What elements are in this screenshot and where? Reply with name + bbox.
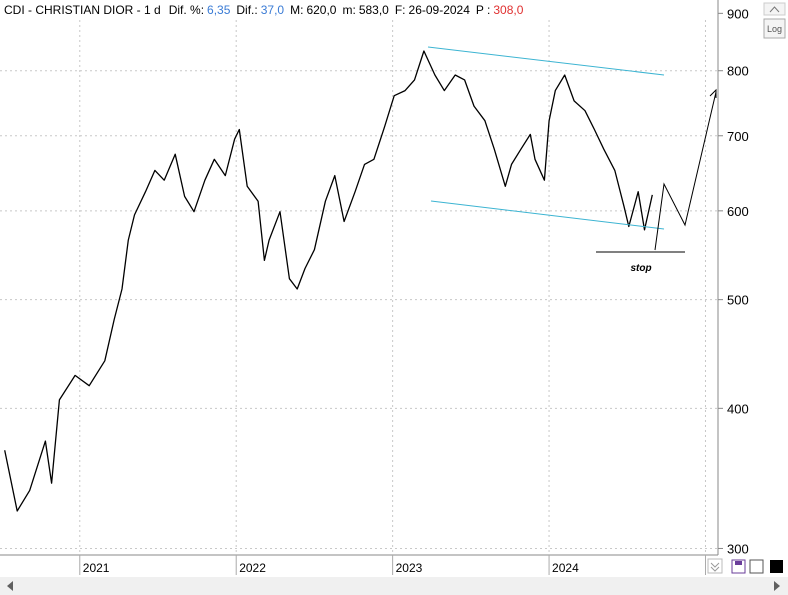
- header-field-label: Dif. %:: [169, 3, 204, 17]
- header-field-value: 620,0: [306, 3, 336, 17]
- scroll-up[interactable]: [763, 2, 786, 16]
- y-tick-label: 600: [727, 204, 749, 219]
- scroll-right[interactable]: [774, 581, 780, 591]
- y-tick-label: 800: [727, 64, 749, 79]
- plot-layer: [4, 50, 653, 512]
- scroll-left[interactable]: [7, 581, 13, 591]
- header-field-label: Dif.:: [236, 3, 257, 17]
- color-button[interactable]: [770, 560, 783, 573]
- scroll-up-icon: [769, 6, 780, 13]
- projection-path: [654, 91, 717, 251]
- y-tick-label: 900: [727, 6, 749, 21]
- channel-upper: [427, 46, 665, 76]
- header-field-value: 37,0: [261, 3, 285, 17]
- header-title: CDI - CHRISTIAN DIOR - 1 d: [4, 3, 161, 17]
- y-axis-panel: [718, 0, 788, 577]
- header-bg: [0, 0, 718, 19]
- header: CDI - CHRISTIAN DIOR - 1 d Dif. %: 6,35 Dif…: [4, 3, 524, 17]
- x-tick-label: 2021: [83, 561, 110, 575]
- y-tick-label: 700: [727, 129, 749, 144]
- header-field-label: P :: [476, 3, 490, 17]
- scrollbar[interactable]: [0, 577, 788, 595]
- x-tick-label: 2022: [239, 561, 266, 575]
- stop-label: stop: [630, 263, 651, 274]
- x-tick-label: 2024: [552, 561, 579, 575]
- y-tick-label: 300: [727, 541, 749, 556]
- header-field-value: 308,0: [493, 3, 523, 17]
- header-field-label: M:: [290, 3, 303, 17]
- header-field-value: 26-09-2024: [409, 3, 471, 17]
- collapse-button[interactable]: [707, 558, 723, 574]
- header-field-label: m:: [342, 3, 355, 17]
- log-button-label[interactable]: Log: [767, 24, 782, 34]
- x-axis-band: [0, 555, 718, 577]
- price-line: [4, 50, 653, 512]
- header-field-value: 6,35: [207, 3, 231, 17]
- channel-lower: [430, 200, 665, 230]
- save-icon: [735, 561, 742, 565]
- projection-arrowhead: [709, 88, 717, 98]
- log-button[interactable]: [763, 18, 786, 39]
- y-tick-label: 400: [727, 401, 749, 416]
- y-tick-label: 500: [727, 293, 749, 308]
- header-field-label: F:: [395, 3, 406, 17]
- window-button[interactable]: [749, 559, 764, 574]
- header-field-value: 583,0: [359, 3, 389, 17]
- collapse-icon: [710, 562, 720, 572]
- x-tick-label: 2023: [396, 561, 423, 575]
